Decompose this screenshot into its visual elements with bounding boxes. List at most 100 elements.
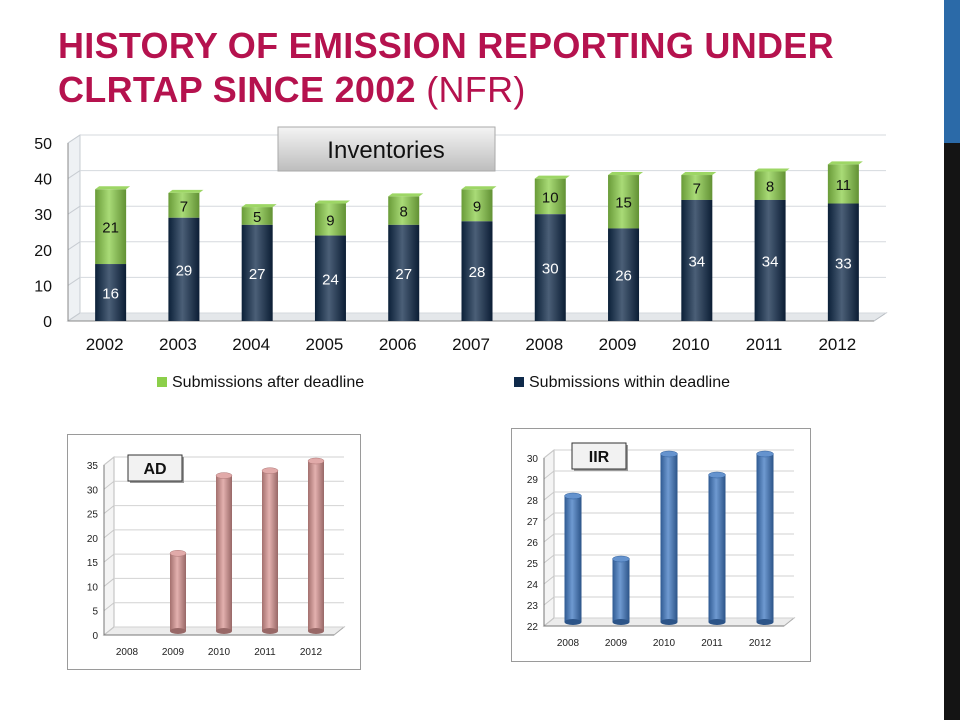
- inventories-label: Inventories: [327, 137, 444, 164]
- ad-chart: 0 5 10 15 20 25 30 35 2008 2009 2010 2011 2012 AD: [87, 454, 346, 658]
- x-tick-label: 2009: [162, 647, 185, 658]
- bar-after: [461, 189, 493, 222]
- x-tick-label: 2005: [306, 335, 344, 354]
- y-tick-label: 10: [34, 278, 52, 295]
- bar-base: [660, 619, 678, 625]
- label-box: [571, 442, 627, 470]
- iir-chart: 22 23 24 25 26 27 28 29 30 2008 2009 2010 2011 2012 II…: [527, 442, 796, 649]
- bar-after-value: 8: [400, 204, 408, 221]
- bar-within-value: 29: [176, 262, 193, 279]
- y-tick-label: 30: [527, 454, 539, 465]
- bar-within: [681, 199, 713, 321]
- bar-base: [612, 619, 630, 625]
- bar-after-top: [168, 189, 204, 193]
- bar-after-top: [754, 168, 790, 172]
- bar-after: [534, 178, 566, 215]
- bar: [612, 559, 630, 622]
- label-box-text: AD: [143, 461, 166, 478]
- gridline-side: [103, 602, 115, 612]
- bar-after: [827, 164, 859, 204]
- x-tick-label: 2009: [599, 335, 637, 354]
- bar-within-value: 30: [542, 261, 559, 278]
- bar-top: [708, 471, 726, 479]
- bar-top: [169, 550, 187, 557]
- gridline-side: [543, 533, 555, 543]
- bar-after-value: 10: [542, 189, 559, 206]
- bar-within: [827, 203, 859, 321]
- gridline-side: [103, 626, 115, 636]
- ad-chart-panel: 0 5 10 15 20 25 30 35 2008 2009 2010 2011 2012 AD: [67, 434, 361, 670]
- bar-top: [307, 457, 325, 465]
- x-tick-label: 2011: [701, 638, 723, 649]
- bar-after-top: [827, 161, 863, 165]
- gridline-side: [67, 241, 81, 251]
- x-tick-label: 2002: [86, 335, 124, 354]
- bar-after-value: 7: [180, 198, 188, 215]
- bar-within: [754, 199, 786, 321]
- bar-within: [241, 224, 273, 321]
- bar-top: [612, 555, 630, 563]
- gridline-side: [543, 512, 555, 522]
- gridline-side: [543, 554, 555, 564]
- y-tick-label: 27: [527, 517, 539, 528]
- y-tick-label: 29: [527, 475, 539, 486]
- bar-after-value: 8: [766, 179, 774, 196]
- y-tick-label: 23: [527, 601, 539, 612]
- x-tick-label: 2010: [653, 638, 676, 649]
- bar-after-top: [534, 175, 570, 179]
- y-tick-label: 35: [87, 461, 99, 472]
- bar-after-value: 15: [615, 195, 632, 212]
- bar-top: [660, 450, 678, 458]
- bar-top: [564, 492, 582, 500]
- y-tick-label: 25: [527, 559, 539, 570]
- bar-after: [388, 196, 420, 225]
- chart-side-wall: [67, 134, 81, 322]
- x-tick-label: 2011: [746, 335, 783, 354]
- bar-after-value: 5: [253, 209, 261, 226]
- bar: [708, 475, 726, 622]
- bar-after-top: [608, 172, 644, 176]
- right-edge-band: [944, 0, 960, 720]
- bar-within: [95, 264, 127, 321]
- bar-after-value: 11: [836, 177, 852, 194]
- bar-after: [95, 189, 127, 265]
- bar-base: [756, 619, 774, 625]
- right-edge-accent: [944, 0, 960, 143]
- gridline-side: [103, 529, 115, 539]
- bar-after-value: 9: [473, 198, 481, 215]
- gridline-side: [543, 575, 555, 585]
- gridline-side: [103, 456, 115, 466]
- label-box-text: IIR: [589, 449, 610, 466]
- bar-after-top: [388, 193, 424, 197]
- bar-within-value: 27: [249, 266, 266, 283]
- x-tick-label: 2007: [452, 335, 490, 354]
- label-box: [127, 454, 183, 482]
- x-tick-label: 2008: [525, 335, 563, 354]
- y-tick-label: 28: [527, 496, 539, 507]
- x-tick-label: 2006: [379, 335, 417, 354]
- y-tick-label: 20: [34, 243, 52, 260]
- gridline-side: [543, 596, 555, 606]
- y-tick-label: 25: [87, 510, 99, 521]
- inventories-label-box: [277, 126, 496, 172]
- bar-within-value: 24: [322, 271, 339, 288]
- bar-within-value: 33: [835, 255, 852, 272]
- bar-within-value: 28: [469, 264, 486, 281]
- y-tick-label: 40: [34, 172, 52, 189]
- bar-after-value: 7: [693, 181, 701, 198]
- y-tick-label: 5: [92, 607, 98, 618]
- x-tick-label: 2012: [300, 647, 323, 658]
- y-tick-label: 30: [34, 207, 52, 224]
- y-tick-label: 0: [92, 631, 98, 642]
- bar-within-value: 16: [102, 286, 119, 303]
- y-tick-label: 24: [527, 580, 539, 591]
- slide-title-main: HISTORY OF EMISSION REPORTING UNDER CLRT…: [58, 25, 834, 110]
- gridline-side: [103, 553, 115, 563]
- bar-within: [461, 221, 493, 321]
- bar-base: [708, 619, 726, 625]
- bar: [308, 461, 324, 631]
- bar-after: [608, 175, 640, 229]
- bar-after-top: [241, 204, 277, 208]
- bar-within-value: 34: [688, 253, 705, 270]
- gridline-side: [103, 505, 115, 514]
